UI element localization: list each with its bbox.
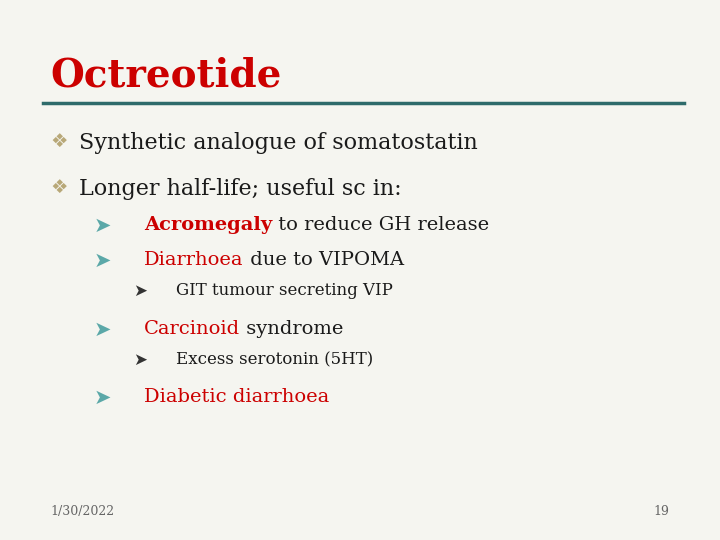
Text: ➤: ➤ (94, 251, 111, 271)
Text: 19: 19 (654, 505, 670, 518)
Text: ➤: ➤ (133, 351, 147, 369)
Text: to reduce GH release: to reduce GH release (272, 216, 490, 234)
Text: Octreotide: Octreotide (50, 57, 282, 94)
Text: ❖: ❖ (50, 178, 68, 197)
Text: Diabetic diarrhoea: Diabetic diarrhoea (144, 388, 329, 406)
Text: ❖: ❖ (50, 132, 68, 151)
Text: ➤: ➤ (94, 216, 111, 236)
Text: Carcinoid: Carcinoid (144, 320, 240, 338)
Text: ➤: ➤ (94, 388, 111, 408)
Text: 1/30/2022: 1/30/2022 (50, 505, 114, 518)
Text: ➤: ➤ (94, 320, 111, 340)
Text: Acromegaly: Acromegaly (144, 216, 272, 234)
Text: ➤: ➤ (133, 282, 147, 300)
Text: Synthetic analogue of somatostatin: Synthetic analogue of somatostatin (79, 132, 478, 154)
Text: due to VIPOMA: due to VIPOMA (243, 251, 404, 269)
Text: Diarrhoea: Diarrhoea (144, 251, 243, 269)
Text: GIT tumour secreting VIP: GIT tumour secreting VIP (176, 282, 393, 299)
Text: Longer half-life; useful sc in:: Longer half-life; useful sc in: (79, 178, 402, 200)
Text: Excess serotonin (5HT): Excess serotonin (5HT) (176, 351, 374, 368)
Text: syndrome: syndrome (240, 320, 343, 338)
